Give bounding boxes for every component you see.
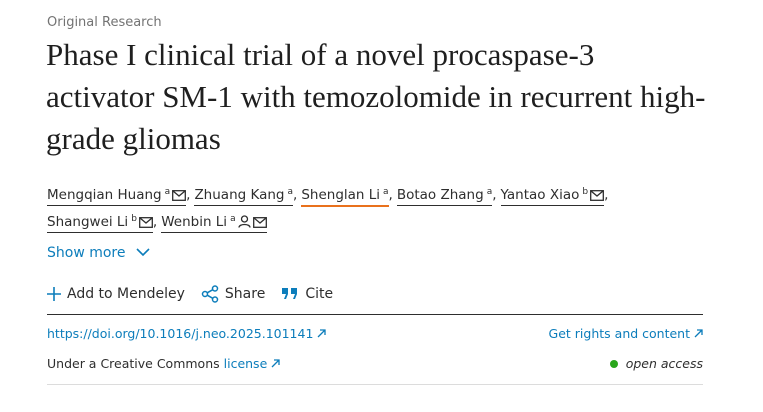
author[interactable]: Zhuang Kang a, [194, 180, 297, 207]
author-name[interactable]: Botao Zhang [396, 187, 484, 203]
author[interactable]: Mengqian Huang a, [47, 180, 190, 207]
external-icon [271, 359, 280, 368]
show-more-text[interactable]: Show more [47, 245, 126, 261]
share-button[interactable]: Share [201, 285, 265, 303]
affiliation: b [582, 187, 589, 197]
affiliation: a [287, 187, 294, 197]
mail-icon [251, 214, 267, 230]
author-name[interactable]: Shenglan Li [301, 187, 381, 203]
external-icon [694, 329, 703, 338]
author[interactable]: Yantao Xiao b, [500, 180, 609, 207]
affiliation: a [164, 187, 171, 197]
author-link[interactable]: Shangwei Li b [47, 214, 153, 233]
separator: , [186, 187, 191, 203]
separator: , [492, 187, 497, 203]
doi-link[interactable]: https://doi.org/10.1016/j.neo.2025.10114… [47, 326, 327, 341]
author-name[interactable]: Shangwei Li [47, 214, 129, 230]
affiliation: a [383, 187, 389, 197]
mendeley-text[interactable]: Add to Mendeley [67, 286, 185, 302]
license-link[interactable]: license [223, 356, 268, 371]
show-more[interactable]: Show more [47, 245, 150, 261]
chevron-icon [136, 248, 150, 257]
license-line: Under a Creative Commons license [47, 356, 280, 371]
separator: , [293, 187, 298, 203]
author-name[interactable]: Yantao Xiao [500, 187, 580, 203]
mail-icon [137, 214, 153, 230]
separator: , [604, 187, 609, 203]
author-name[interactable]: Mengqian Huang [47, 187, 162, 203]
author-link[interactable]: Shenglan Li a [301, 187, 389, 207]
open-access-text: open access [625, 356, 703, 371]
rights-link[interactable]: Get rights and content [549, 326, 703, 341]
mail-icon [170, 187, 187, 203]
cite-text[interactable]: Cite [305, 286, 334, 302]
affiliation: b [131, 214, 137, 224]
author-name[interactable]: Zhuang Kang [194, 187, 285, 203]
author-link[interactable]: Botao Zhang a [396, 187, 493, 206]
author-link[interactable]: Mengqian Huang a [47, 187, 187, 206]
author-link[interactable]: Wenbin Li a [161, 214, 267, 233]
separator: , [152, 214, 158, 230]
author-link[interactable]: Yantao Xiao b [500, 187, 605, 206]
mendeley-button[interactable]: Add to Mendeley [47, 286, 185, 302]
divider [47, 314, 703, 315]
open-access: open access [609, 356, 703, 371]
doi-text[interactable]: https://doi.org/10.1016/j.neo.2025.10114… [47, 326, 314, 341]
action-bar: Add to Mendeley Share Cite [47, 285, 333, 303]
open-access-dot [609, 359, 618, 368]
affiliation: a [486, 187, 493, 197]
external-icon [317, 329, 327, 338]
share-icon [201, 285, 219, 303]
cite-button[interactable]: Cite [281, 286, 333, 302]
license-prefix: Under a Creative Commons [47, 356, 220, 371]
share-text[interactable]: Share [224, 286, 266, 302]
plus-icon [47, 287, 61, 301]
rights-text[interactable]: Get rights and content [548, 326, 691, 341]
article-title: Phase I clinical trial of a novel procas… [46, 37, 706, 156]
person-icon [236, 214, 251, 230]
mail-icon [588, 187, 605, 203]
author[interactable]: Shangwei Li b, [47, 207, 157, 234]
author-link[interactable]: Zhuang Kang a [194, 187, 294, 206]
author[interactable]: Wenbin Li a [161, 207, 267, 234]
affiliation: a [230, 214, 236, 224]
author[interactable]: Shenglan Li a, [301, 180, 393, 207]
quote-icon [282, 288, 298, 299]
author-list: Mengqian Huang a, Zhuang Kang a, Shenglan Li… [47, 180, 667, 234]
article-label: Original Research [47, 15, 162, 30]
author-name[interactable]: Wenbin Li [161, 214, 228, 230]
divider [47, 384, 703, 385]
author[interactable]: Botao Zhang a, [396, 180, 497, 207]
separator: , [388, 187, 393, 203]
